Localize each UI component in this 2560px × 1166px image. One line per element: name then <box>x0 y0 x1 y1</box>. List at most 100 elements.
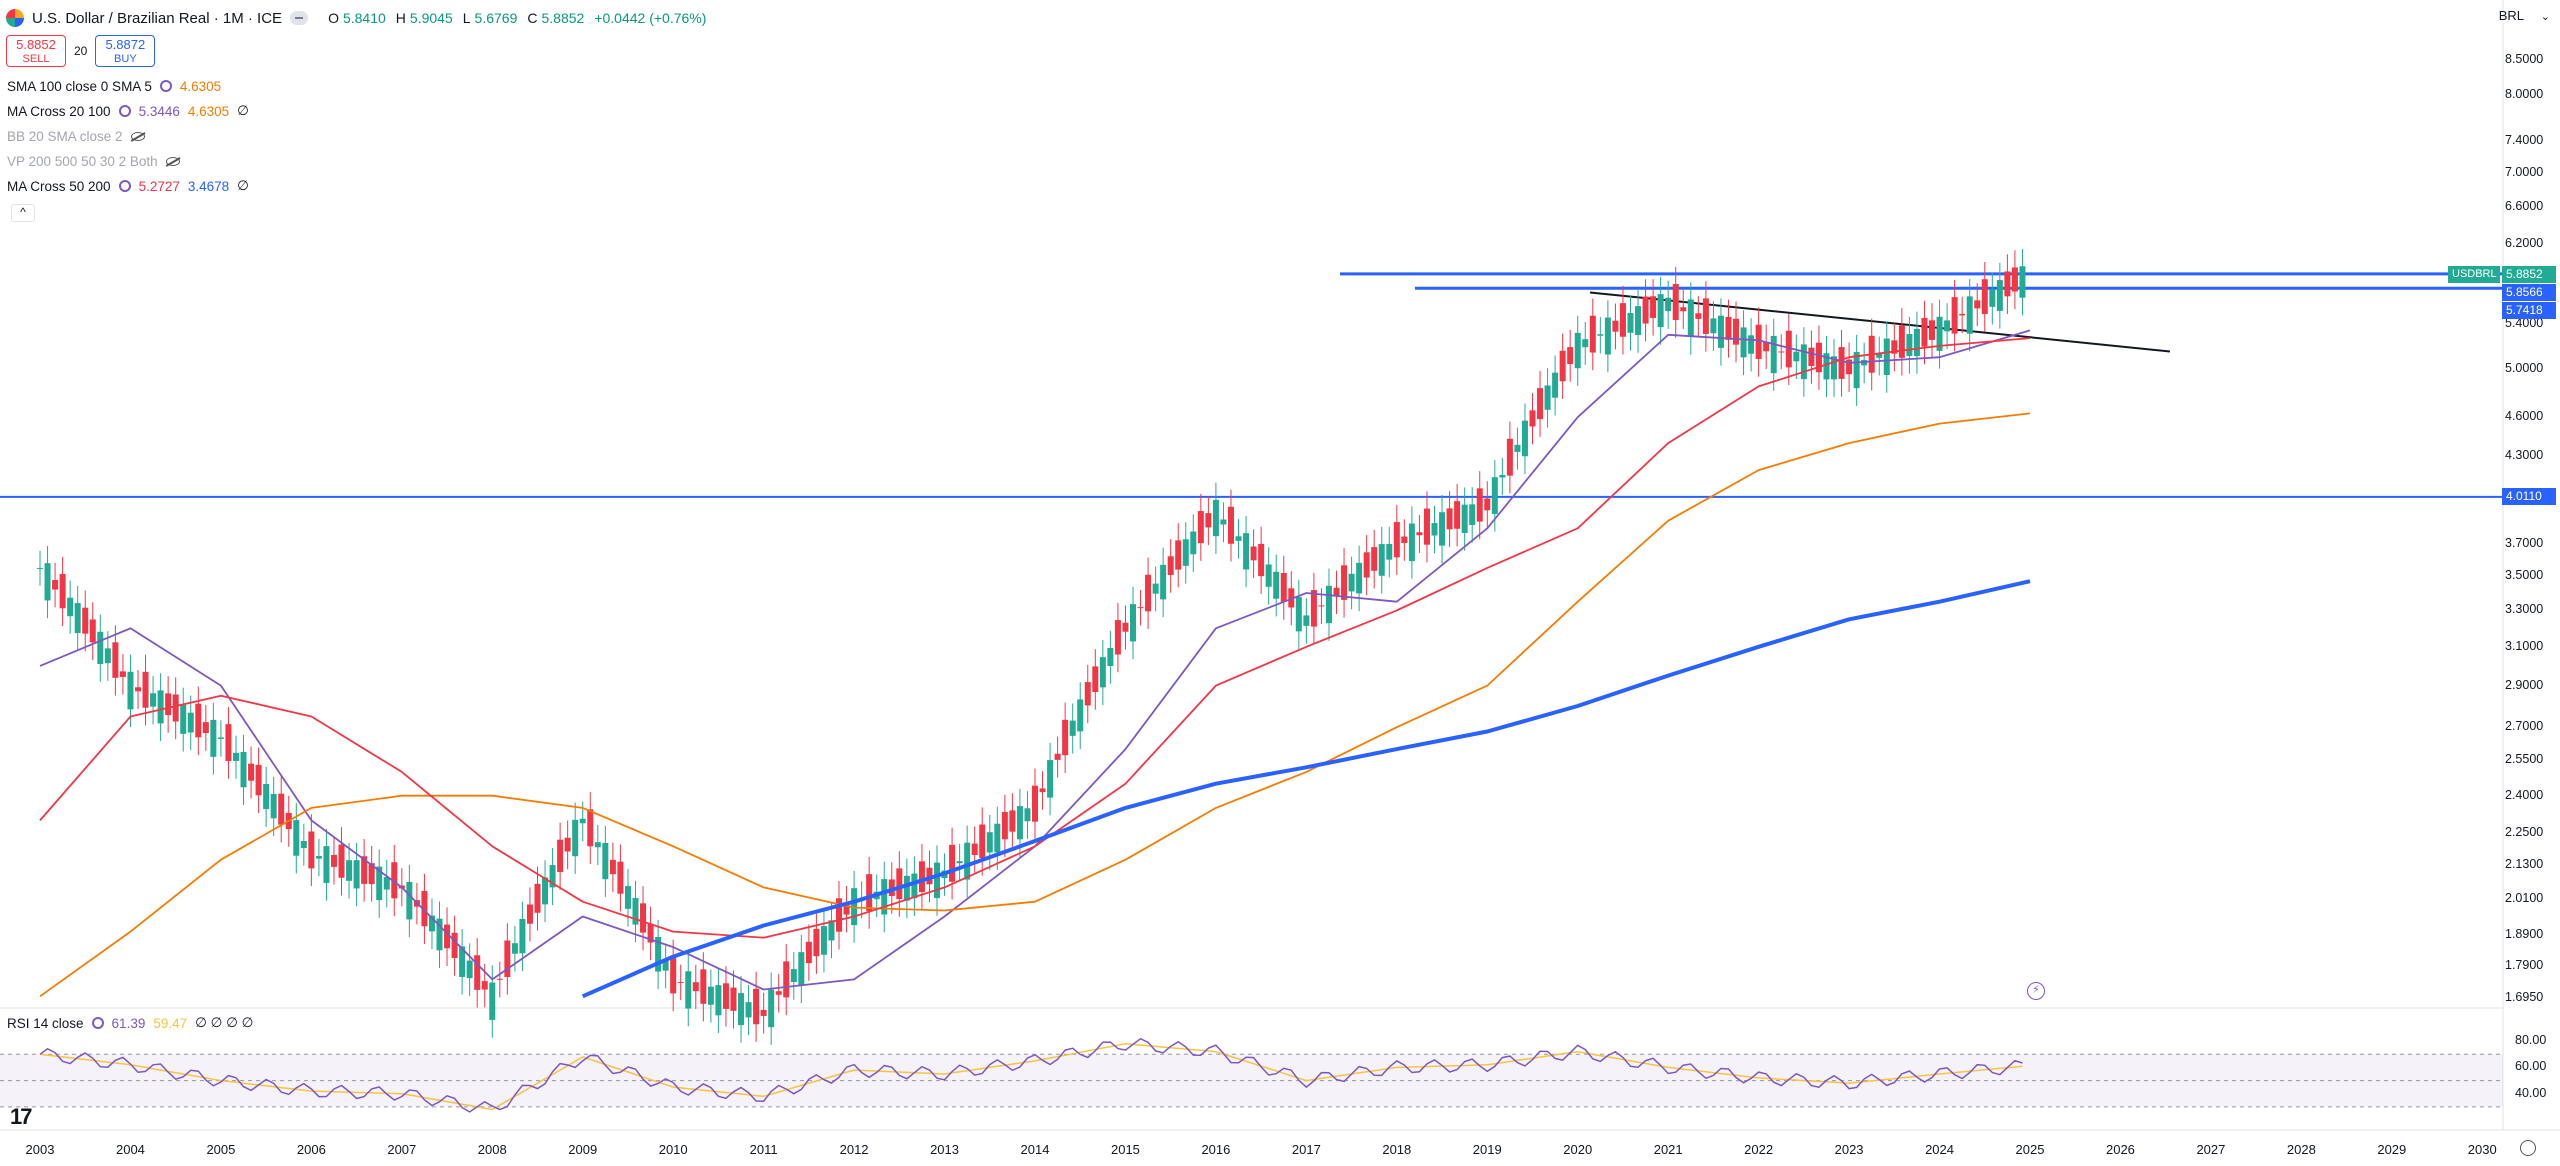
candle-body <box>225 724 232 761</box>
price-axis-label: 2.5500 <box>2505 752 2544 767</box>
candle-body <box>1717 315 1724 348</box>
hidden-eye-icon[interactable] <box>130 131 145 141</box>
candle-body <box>1506 438 1513 476</box>
gear-icon[interactable] <box>2520 1140 2536 1156</box>
sell-button[interactable]: 5.8852 SELL <box>6 35 66 67</box>
candle-body <box>1062 719 1069 756</box>
price-axis-label: 2.1300 <box>2505 857 2544 872</box>
currency-selector[interactable]: BRL <box>2498 8 2524 23</box>
candle-body <box>549 865 556 888</box>
candle-body <box>1702 298 1709 334</box>
candle-body <box>1393 522 1400 558</box>
price-axis-label: 5.4000 <box>2505 315 2544 330</box>
candle-body <box>1469 504 1476 525</box>
candle-body <box>157 690 164 724</box>
candle-body <box>1363 552 1370 578</box>
ma-line <box>39 329 2031 991</box>
candle-body <box>1740 327 1747 358</box>
candle-body <box>1423 508 1430 545</box>
candle-body <box>934 862 941 899</box>
candle-body <box>1001 812 1008 840</box>
indicator-ma-cross-20-100[interactable]: MA Cross 20 100 5.3446 4.6305 ∅ <box>7 103 249 119</box>
indicator-volume-profile[interactable]: VP 200 500 50 30 2 Both <box>7 152 180 170</box>
hidden-eye-icon[interactable] <box>165 156 180 166</box>
lightning-icon[interactable]: ⚡ <box>2027 982 2045 1000</box>
indicator-settings-icon[interactable] <box>91 1017 104 1029</box>
candle-body <box>956 861 963 864</box>
indicator-settings-icon[interactable] <box>159 80 172 92</box>
indicator-settings-icon[interactable] <box>118 180 131 192</box>
candle-body <box>127 671 134 710</box>
price-axis-label: 3.7000 <box>2505 535 2544 550</box>
candle-body <box>1838 347 1845 379</box>
candle-body <box>1612 320 1619 332</box>
candle-body <box>1552 372 1559 398</box>
time-axis-label: 2022 <box>1744 1142 1774 1157</box>
candle-body <box>232 752 239 761</box>
candle-body <box>813 928 820 957</box>
candle-body <box>1748 335 1755 354</box>
symbol-logo-icon <box>6 9 24 27</box>
candle-body <box>655 937 662 972</box>
candle-body <box>466 960 473 979</box>
candle-body <box>104 648 111 664</box>
candles <box>37 249 2026 1045</box>
rsi-legend[interactable]: RSI 14 close 61.39 59.47 ∅ ∅ ∅ ∅ <box>7 1015 254 1031</box>
trend-line <box>1589 291 2171 353</box>
rsi-axis-label: 40.00 <box>2515 1085 2547 1100</box>
candle-body <box>1785 330 1792 368</box>
candle-body <box>1212 499 1219 537</box>
candle-body <box>270 793 277 819</box>
candle-body <box>1800 344 1807 380</box>
candle-body <box>1725 316 1732 340</box>
candle-body <box>444 924 451 949</box>
indicator-bollinger-bands[interactable]: BB 20 SMA close 2 <box>7 127 145 145</box>
buy-button[interactable]: 5.8872 BUY <box>95 35 156 67</box>
candle-body <box>1235 536 1242 541</box>
candle-body <box>1016 806 1023 840</box>
chevron-down-icon[interactable]: ⌄ <box>2540 11 2550 23</box>
candle-body <box>202 722 209 734</box>
candle-body <box>1227 506 1234 544</box>
indicator-settings-icon[interactable] <box>118 105 131 117</box>
candle-body <box>662 960 669 971</box>
candle-body <box>1084 682 1091 706</box>
candle-body <box>1650 296 1657 318</box>
candle-body <box>59 574 66 609</box>
tradingview-logo-icon[interactable]: 17 <box>10 1104 33 1129</box>
candle-body <box>1197 511 1204 544</box>
trade-panel: 5.8852 SELL 20 5.8872 BUY <box>6 35 156 67</box>
candle-body <box>338 844 345 878</box>
candle-body <box>911 873 918 899</box>
candle-body <box>391 862 398 899</box>
candle-body <box>1318 605 1325 607</box>
candle-body <box>1032 785 1038 822</box>
candle-body <box>376 866 383 901</box>
candle-body <box>1604 317 1611 355</box>
candle-body <box>1325 585 1332 624</box>
indicator-sma-100[interactable]: SMA 100 close 0 SMA 5 4.6305 <box>7 78 222 94</box>
collapse-indicators-button[interactable]: ^ <box>11 204 35 222</box>
candle-body <box>1341 565 1348 600</box>
candle-body <box>609 859 616 875</box>
candle-body <box>1582 339 1589 348</box>
candle-body <box>217 737 224 739</box>
candle-body <box>579 818 586 824</box>
symbol-title[interactable]: U.S. Dollar / Brazilian Real · 1M · ICE <box>32 9 283 27</box>
candle-body <box>1371 547 1378 571</box>
candle-body <box>1047 760 1054 798</box>
candle-body <box>1883 338 1890 376</box>
indicator-ma-cross-50-200[interactable]: MA Cross 50 200 5.2727 3.4678 ∅ <box>7 178 249 194</box>
price-axis-label: 1.7900 <box>2505 958 2544 973</box>
candle-body <box>564 837 571 852</box>
more-options-icon[interactable] <box>290 11 309 25</box>
price-axis-label: 4.6000 <box>2505 409 2544 424</box>
candle-body <box>1981 279 1988 314</box>
spread-value: 20 <box>74 44 88 58</box>
candle-body <box>715 985 722 1016</box>
candle-body <box>798 952 805 986</box>
time-axis-label: 2013 <box>930 1142 959 1157</box>
candle-body <box>519 918 526 954</box>
candle-body <box>918 861 925 893</box>
